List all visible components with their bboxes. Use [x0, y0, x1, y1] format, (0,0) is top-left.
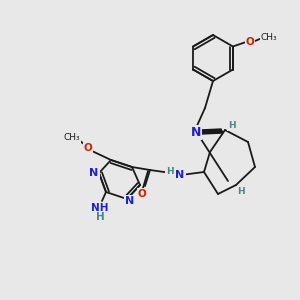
Text: H: H: [228, 122, 236, 130]
Text: O: O: [138, 189, 146, 199]
Text: H: H: [237, 187, 245, 196]
Text: N: N: [125, 196, 135, 206]
Text: N: N: [89, 168, 99, 178]
Text: NH: NH: [91, 203, 109, 213]
Text: H: H: [96, 212, 104, 222]
Text: O: O: [246, 37, 254, 47]
Text: CH₃: CH₃: [261, 32, 277, 41]
Text: CH₃: CH₃: [64, 134, 80, 142]
Text: N: N: [176, 170, 184, 180]
Text: N: N: [191, 125, 201, 139]
Text: O: O: [84, 143, 92, 153]
Polygon shape: [200, 129, 223, 134]
Text: H: H: [166, 167, 174, 176]
